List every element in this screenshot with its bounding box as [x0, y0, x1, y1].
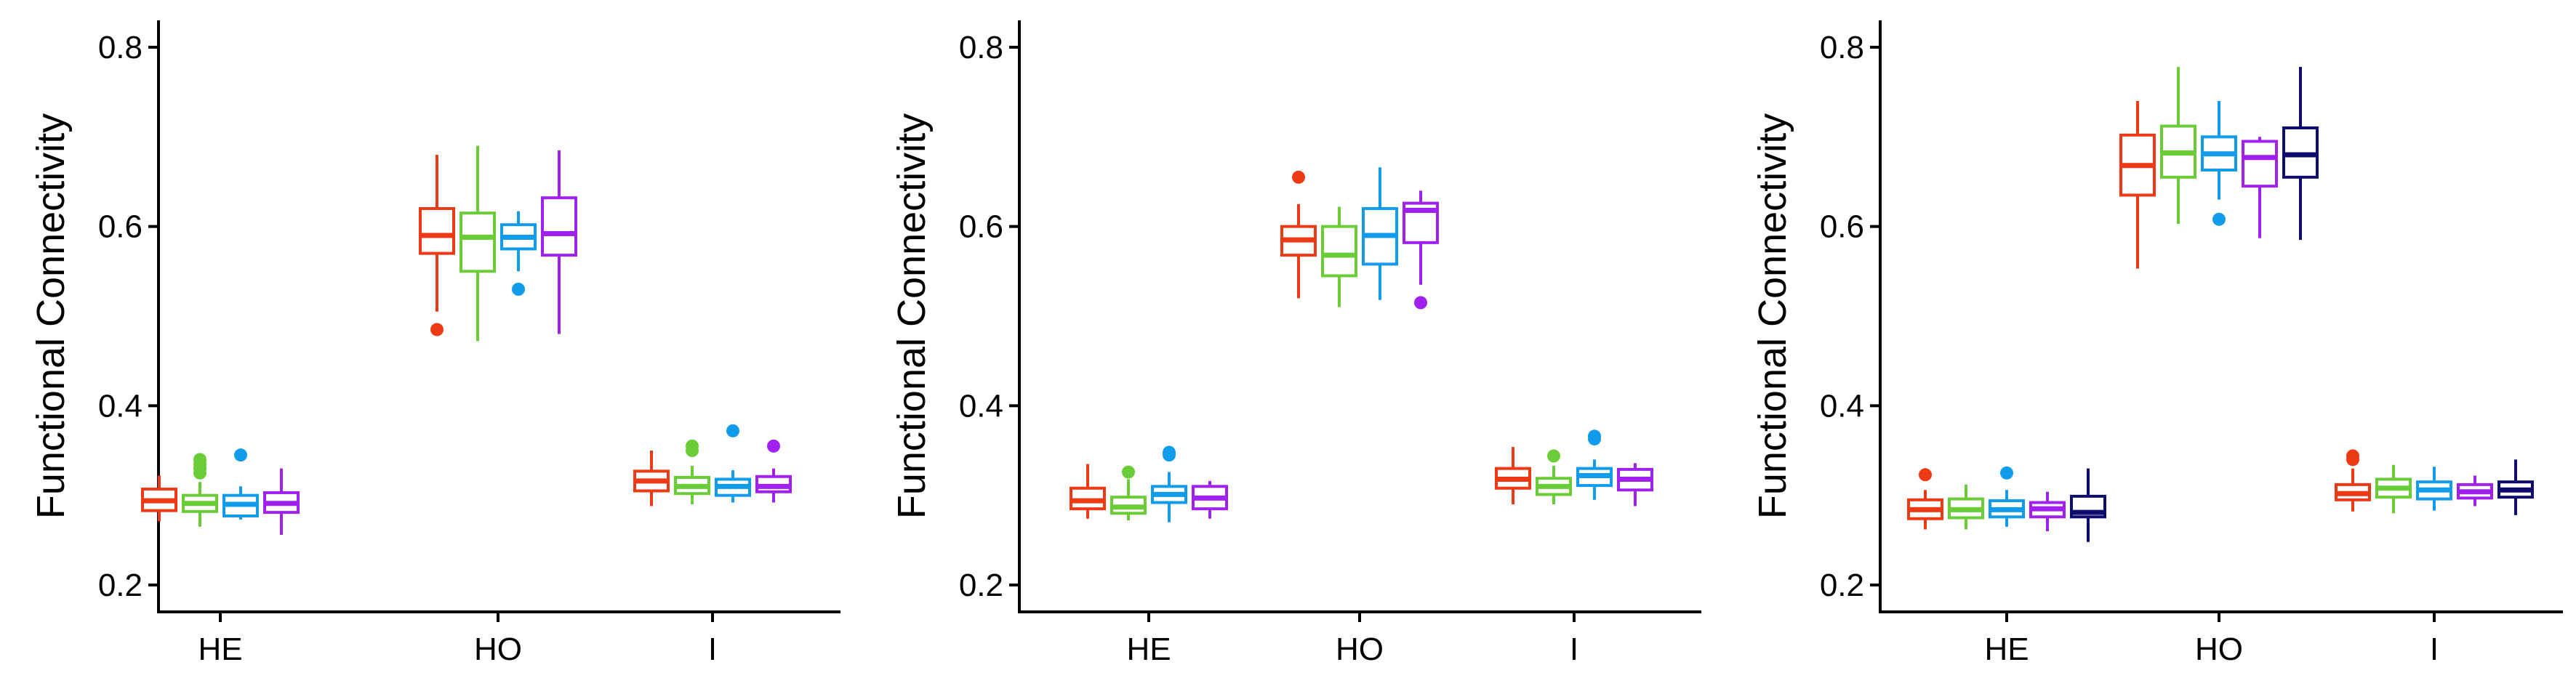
boxplot — [1907, 468, 1943, 530]
chart-panel-3: 0.2 0.4 0.6 0.8 Functional Connectivity HE HO I — [1751, 20, 2563, 667]
x-tick-label: I — [708, 631, 717, 667]
boxplot — [674, 439, 710, 504]
box-group-ho — [1280, 167, 1439, 310]
boxplot — [1070, 464, 1106, 519]
y-axis-title: Functional Connectivity — [1751, 113, 1794, 519]
box-group-ho — [2119, 67, 2319, 269]
outlier-point — [193, 453, 206, 467]
boxplot — [1948, 484, 1984, 530]
boxplot — [1151, 445, 1187, 522]
boxplot — [2282, 67, 2319, 241]
boxplot — [1617, 463, 1653, 507]
box-body — [2242, 140, 2278, 188]
outlier-point — [1163, 445, 1176, 459]
outlier-point — [1414, 296, 1427, 310]
boxplot — [1321, 206, 1357, 307]
boxplot — [2119, 101, 2156, 269]
boxplot — [1192, 480, 1228, 519]
boxplot — [419, 155, 455, 336]
x-tick-label: I — [1570, 631, 1578, 667]
y-axis-title: Functional Connectivity — [890, 113, 934, 519]
outlier-point — [234, 448, 247, 462]
boxplot — [541, 150, 577, 334]
boxplot — [500, 211, 537, 296]
outlier-point — [2212, 212, 2226, 226]
boxplot — [2029, 491, 2066, 531]
outlier-point — [430, 323, 444, 336]
outlier-point — [1122, 465, 1135, 479]
boxplot — [2160, 67, 2196, 224]
y-axis-title: Functional Connectivity — [29, 113, 73, 519]
y-tick-label: 0.4 — [959, 388, 1003, 424]
y-tick-label: 0.2 — [98, 568, 143, 603]
boxplot — [1110, 465, 1147, 521]
outlier-point — [2000, 466, 2013, 480]
y-tick-label: 0.6 — [98, 209, 143, 245]
outlier-point — [1292, 170, 1305, 184]
outlier-point — [1547, 449, 1560, 463]
boxplot — [2416, 467, 2452, 511]
boxplot — [2335, 449, 2371, 512]
chart-panel-2: 0.2 0.4 0.6 0.8 Functional Connectivity HE HO I — [890, 20, 1701, 667]
boxplot — [633, 451, 670, 507]
x-tick-label: HO — [2195, 631, 2243, 667]
box-group-i — [2335, 449, 2534, 515]
box-body — [460, 211, 496, 273]
y-tick-label: 0.6 — [959, 209, 1003, 245]
y-tick-label: 0.2 — [1820, 568, 1864, 603]
x-tick-label: HE — [1126, 631, 1171, 667]
y-tick-label: 0.8 — [959, 30, 1003, 65]
x-tick-label: HE — [198, 631, 242, 667]
boxplot — [2242, 137, 2278, 238]
boxplot — [2497, 459, 2534, 515]
outlier-point — [767, 439, 780, 453]
boxplot — [715, 424, 751, 503]
boxplot — [182, 453, 218, 527]
outlier-point — [1919, 468, 1932, 482]
box-group-i — [1495, 429, 1653, 507]
x-tick-label: HE — [1984, 631, 2029, 667]
outlier-point — [512, 283, 525, 296]
box-group-ho — [419, 145, 577, 342]
box-body — [1321, 225, 1357, 278]
outlier-point — [2346, 449, 2359, 463]
boxplot — [222, 448, 259, 520]
box-group-i — [633, 424, 792, 507]
x-tick-label: I — [2430, 631, 2439, 667]
box-body — [541, 196, 577, 257]
outlier-point — [726, 424, 739, 437]
chart-panel-1: 0.2 0.4 0.6 0.8 Functional Connectivity HE HO I — [29, 20, 840, 667]
y-tick-label: 0.2 — [959, 568, 1003, 603]
boxplot — [141, 475, 177, 522]
boxplot — [1403, 190, 1439, 310]
boxplot — [1362, 167, 1398, 300]
boxplot — [1495, 447, 1531, 504]
boxplot — [1989, 466, 2025, 527]
y-tick-label: 0.4 — [1820, 388, 1864, 424]
box-group-he — [1907, 466, 2106, 542]
x-tick-label: HO — [474, 631, 522, 667]
boxplot — [2375, 464, 2412, 514]
boxplot — [755, 439, 792, 503]
boxplot — [460, 145, 496, 342]
outlier-point — [686, 439, 699, 453]
boxplot — [2457, 475, 2493, 507]
y-tick-label: 0.4 — [98, 388, 143, 424]
y-tick-label: 0.8 — [98, 30, 143, 65]
y-tick-label: 0.8 — [1820, 30, 1864, 65]
boxplot — [2201, 101, 2237, 226]
boxplot — [1576, 429, 1613, 500]
box-body — [419, 207, 455, 255]
boxplot — [263, 468, 300, 535]
outlier-point — [1588, 429, 1601, 443]
x-tick-label: HO — [1336, 631, 1384, 667]
boxplot — [2070, 468, 2106, 542]
y-tick-label: 0.6 — [1820, 209, 1864, 245]
boxplot — [1280, 170, 1317, 299]
boxplot — [1536, 449, 1572, 504]
box-group-he — [1070, 445, 1228, 522]
box-group-he — [141, 448, 300, 535]
